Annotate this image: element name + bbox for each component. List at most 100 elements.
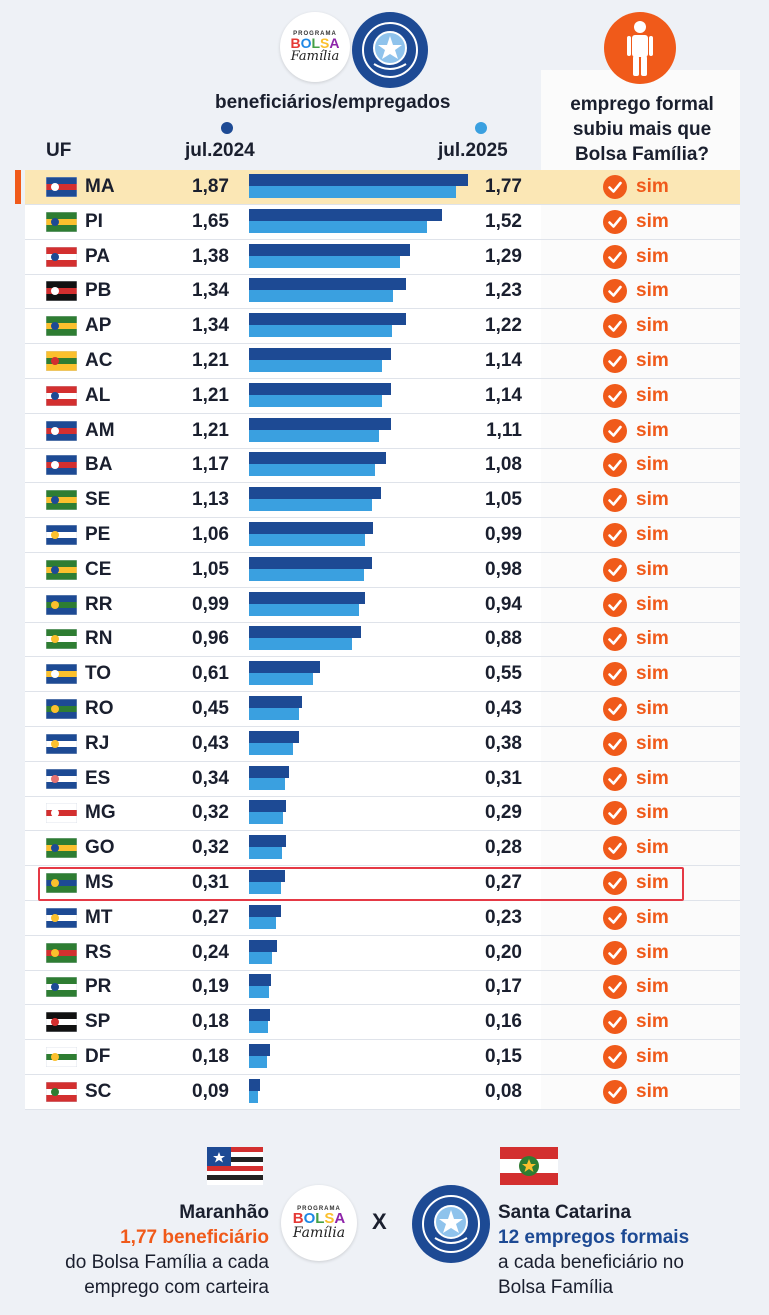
bar-2024 (249, 487, 382, 500)
check-icon (603, 1079, 627, 1104)
formal-employment-title: emprego formal subiu mais que Bolsa Famí… (570, 94, 714, 165)
bar-2025 (249, 568, 364, 581)
footer-logo-familia-text: Família (292, 1224, 346, 1241)
maranhao-line4: emprego com carteira (84, 1277, 269, 1298)
value-2025-label: 1,14 (485, 384, 522, 406)
bar-2024 (249, 835, 287, 848)
state-code: AL (85, 384, 111, 406)
person-icon (604, 12, 676, 84)
bar-2025 (249, 255, 400, 268)
bar-2025 (249, 1056, 267, 1068)
answer-label: sim (636, 489, 669, 511)
state-flag-icon (45, 872, 78, 894)
table-row: BA 1,17 1,08 sim (25, 448, 740, 484)
value-2025-label: 0,88 (485, 628, 522, 650)
table-row: SC 0,09 0,08 sim (25, 1075, 740, 1110)
bar-2024 (249, 417, 391, 430)
state-code: SE (85, 489, 111, 511)
bar-2025 (249, 464, 376, 477)
check-icon (603, 975, 627, 1000)
bar-2024 (249, 730, 300, 743)
value-2025-label: 0,17 (485, 976, 522, 998)
value-2025-label: 0,38 (485, 732, 522, 754)
answer-label: sim (636, 419, 669, 441)
value-2025-label: 0,15 (485, 1046, 522, 1067)
carteira-trabalho-logo-icon (352, 12, 428, 88)
answer-label: sim (636, 1011, 669, 1033)
bar-2025 (249, 603, 359, 616)
value-2024-label: 1,17 (192, 454, 229, 476)
state-flag-icon (45, 698, 78, 720)
table-row: AM 1,21 1,11 sim (25, 414, 740, 449)
table-row: PB 1,34 1,23 sim (25, 274, 740, 310)
value-2024-label: 0,24 (192, 941, 229, 963)
value-2025-label: 0,20 (485, 941, 522, 963)
santa-catarina-title: Santa Catarina (498, 1202, 632, 1223)
bar-2025 (249, 777, 286, 790)
value-2024-label: 0,99 (192, 593, 229, 615)
answer-label: sim (636, 245, 669, 267)
state-flag-icon (45, 246, 78, 267)
answer-label: sim (636, 906, 669, 928)
santa-catarina-summary: Santa Catarina 12 empregos formais a cad… (498, 1200, 689, 1300)
answer-label: sim (636, 802, 669, 824)
check-icon (603, 523, 627, 547)
logo-bolsa-text: BOLSA (290, 34, 340, 51)
answer-label: sim (636, 1080, 669, 1102)
check-icon (603, 836, 627, 861)
check-icon (603, 905, 627, 930)
bar-2024 (249, 1044, 271, 1056)
bar-2025 (249, 534, 365, 546)
value-2025-label: 0,16 (485, 1011, 522, 1033)
bar-2024 (249, 626, 362, 639)
bolsa-familia-logo: PROGRAMA BOLSA Família (280, 12, 350, 82)
bar-2025 (249, 742, 294, 755)
table-row: PE 1,06 0,99 sim (25, 518, 740, 553)
table-row: AP 1,34 1,22 sim (25, 309, 740, 345)
value-2025-label: 0,28 (485, 837, 522, 859)
value-2024-label: 1,06 (192, 524, 229, 545)
check-icon (603, 279, 627, 304)
bar-2024 (249, 974, 272, 987)
bar-2024 (249, 904, 281, 917)
footer-bolsa-familia-logo: PROGRAMA BOLSA Família (281, 1185, 357, 1261)
answer-label: sim (636, 524, 669, 545)
bar-2024 (249, 870, 286, 882)
state-code: RR (85, 593, 113, 615)
state-flag-icon (45, 281, 78, 302)
state-code: AP (85, 315, 112, 337)
value-2024-label: 0,18 (192, 1046, 229, 1067)
bar-2025 (249, 847, 282, 860)
table-row: AL 1,21 1,14 sim (25, 379, 740, 414)
bar-2025 (249, 186, 457, 198)
table-row: AC 1,21 1,14 sim (25, 344, 740, 379)
answer-label: sim (636, 454, 669, 476)
bar-2025 (249, 220, 427, 233)
check-icon (603, 557, 627, 582)
bar-2025 (249, 708, 300, 720)
value-2025-label: 0,94 (485, 593, 522, 615)
state-code: CE (85, 558, 112, 580)
bar-2024 (249, 174, 468, 186)
value-2024-label: 1,65 (192, 210, 229, 232)
bar-2025 (249, 325, 392, 338)
state-flag-icon (45, 1011, 78, 1033)
value-2024-label: 1,21 (192, 384, 229, 406)
answer-label: sim (636, 976, 669, 998)
value-2024-label: 0,19 (192, 976, 229, 998)
value-2024-label: 0,43 (192, 732, 229, 754)
state-code: PI (85, 210, 103, 232)
state-code: AM (85, 419, 115, 441)
bar-2025 (249, 812, 283, 825)
check-icon (603, 453, 627, 478)
check-icon (603, 209, 627, 234)
answer-label: sim (636, 210, 669, 232)
bar-2025 (249, 638, 352, 651)
table-row: SP 0,18 0,16 sim (25, 1005, 740, 1041)
value-2024-label: 0,61 (192, 663, 229, 685)
bar-2025 (249, 499, 372, 512)
check-icon (603, 418, 627, 443)
state-code: RS (85, 941, 112, 963)
check-icon (603, 383, 627, 408)
bar-2025 (249, 882, 281, 894)
